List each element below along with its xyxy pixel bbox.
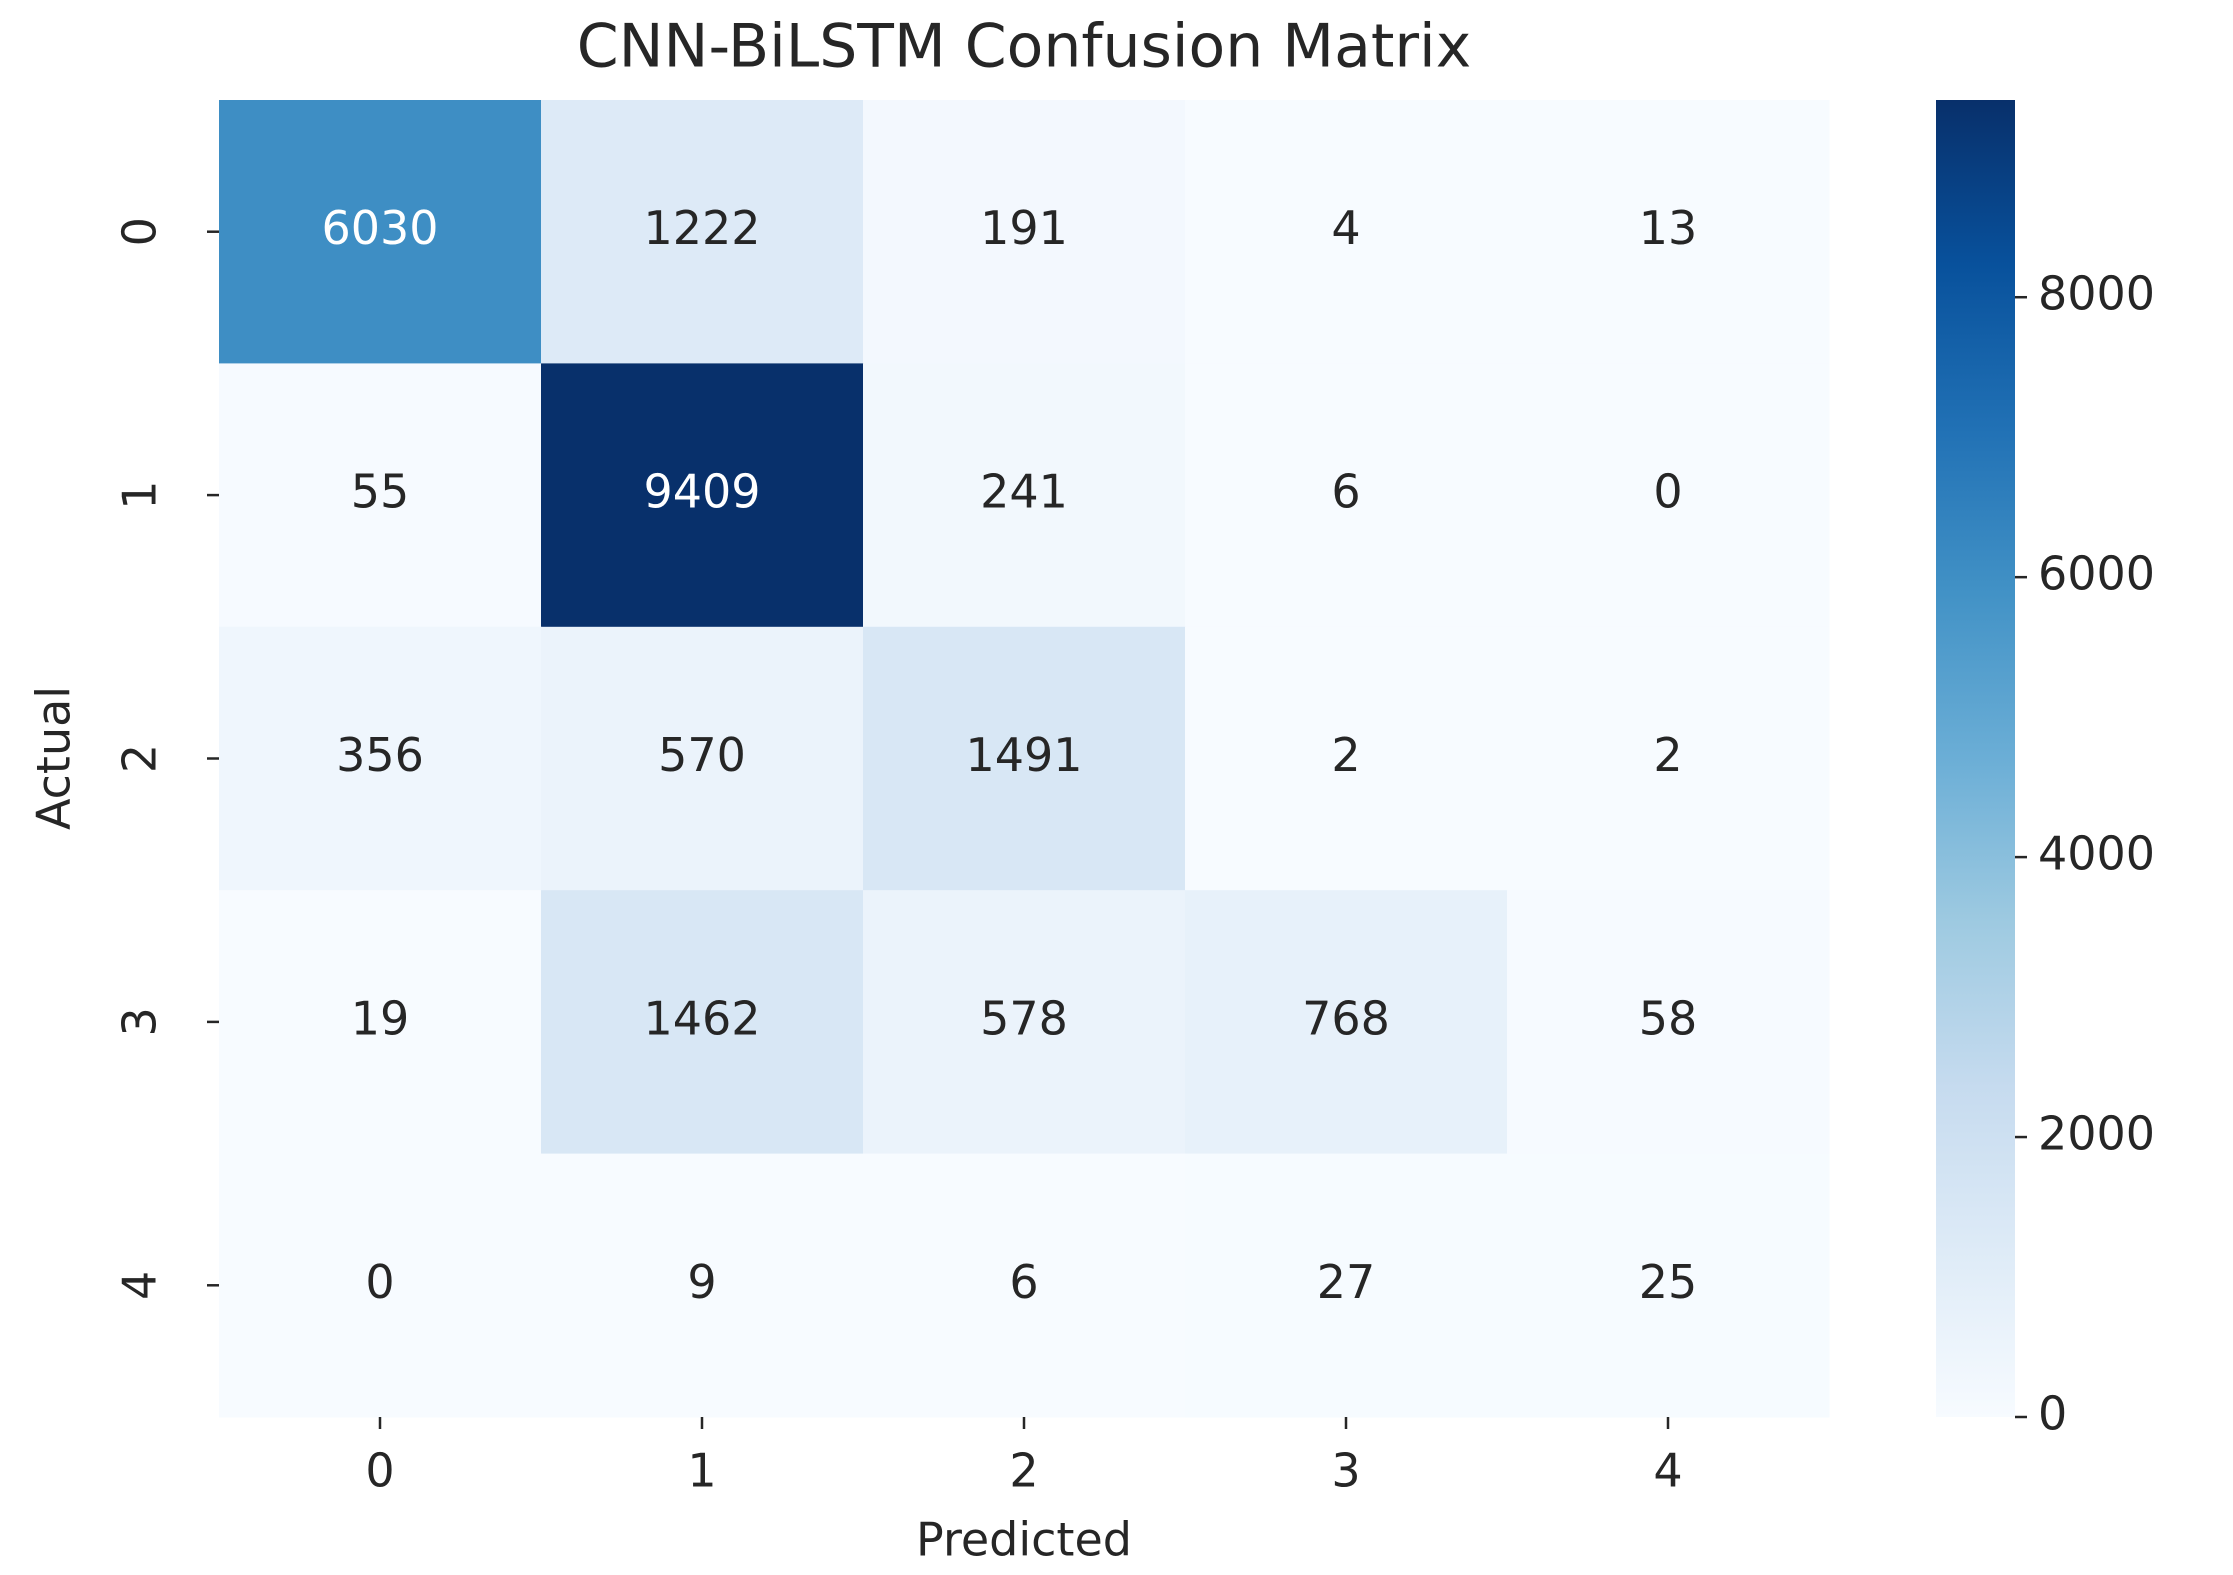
- colorbar-tick-label: 6000: [2038, 547, 2155, 601]
- cell-label: 241: [980, 465, 1068, 519]
- colorbar-tick-label: 2000: [2038, 1107, 2155, 1161]
- heatmap-cell: [219, 626, 542, 891]
- cell-label: 4: [1331, 201, 1360, 255]
- heatmap-cell: [219, 890, 542, 1155]
- heatmap-cell: [541, 626, 864, 891]
- x-axis-label: Predicted: [916, 1513, 1132, 1567]
- y-tick-label: 0: [113, 217, 167, 246]
- cell-label: 19: [351, 991, 410, 1045]
- cell-label: 27: [1317, 1255, 1376, 1309]
- heatmap-cell: [1507, 890, 1830, 1155]
- cell-label: 1222: [643, 201, 760, 255]
- x-tick-label: 0: [365, 1444, 394, 1498]
- heatmap-cell: [863, 890, 1186, 1155]
- cell-label: 2: [1653, 728, 1682, 782]
- heatmap-cell: [863, 626, 1186, 891]
- cell-label: 356: [336, 728, 424, 782]
- y-tick-label: 3: [113, 1007, 167, 1036]
- colorbar: [1936, 100, 2015, 1417]
- cell-label: 2: [1331, 728, 1360, 782]
- heatmap-cell: [863, 100, 1186, 364]
- heatmap-cell: [863, 1153, 1186, 1418]
- cell-label: 6: [1331, 465, 1360, 519]
- heatmap-cell: [1185, 626, 1508, 891]
- heatmap-cell: [1185, 1153, 1508, 1418]
- cell-label: 13: [1639, 201, 1698, 255]
- y-tick-label: 4: [113, 1271, 167, 1300]
- heatmap-cell: [1507, 363, 1830, 628]
- x-tick-label: 3: [1331, 1444, 1360, 1498]
- heatmap-cell: [1185, 363, 1508, 628]
- cell-label: 768: [1302, 991, 1390, 1045]
- heatmap-cell: [219, 100, 542, 364]
- chart-title: CNN-BiLSTM Confusion Matrix: [577, 12, 1471, 82]
- cell-label: 0: [1653, 465, 1682, 519]
- cell-label: 191: [980, 201, 1068, 255]
- colorbar-tick-label: 0: [2038, 1387, 2067, 1441]
- heatmap-cell: [1507, 100, 1830, 364]
- heatmap-cell: [1185, 100, 1508, 364]
- colorbar-tick-label: 8000: [2038, 267, 2155, 321]
- heatmap-cell: [863, 363, 1186, 628]
- cell-label: 570: [658, 728, 746, 782]
- cell-label: 0: [365, 1255, 394, 1309]
- heatmap-cell: [219, 363, 542, 628]
- y-axis-label: Actual: [27, 686, 81, 830]
- cell-label: 578: [980, 991, 1068, 1045]
- cell-label: 6: [1009, 1255, 1038, 1309]
- heatmap-cell: [541, 1153, 864, 1418]
- cell-label: 25: [1639, 1255, 1698, 1309]
- heatmap-cell: [541, 363, 864, 628]
- cell-label: 9: [687, 1255, 716, 1309]
- x-tick-label: 2: [1009, 1444, 1038, 1498]
- cell-label: 1462: [643, 991, 760, 1045]
- cell-label: 6030: [321, 201, 438, 255]
- cell-label: 58: [1639, 991, 1698, 1045]
- cell-label: 9409: [643, 465, 760, 519]
- heatmap-cell: [541, 100, 864, 364]
- y-tick-label: 2: [113, 744, 167, 773]
- y-tick-label: 1: [113, 480, 167, 509]
- x-tick-label: 4: [1653, 1444, 1682, 1498]
- x-tick-label: 1: [687, 1444, 716, 1498]
- heatmap-cell: [1507, 1153, 1830, 1418]
- colorbar-tick-label: 4000: [2038, 827, 2155, 881]
- cell-label: 1491: [965, 728, 1082, 782]
- heatmap-cell: [1185, 890, 1508, 1155]
- cell-label: 55: [351, 465, 410, 519]
- heatmap-cell: [219, 1153, 542, 1418]
- heatmap-cell: [1507, 626, 1830, 891]
- heatmap-cell: [541, 890, 864, 1155]
